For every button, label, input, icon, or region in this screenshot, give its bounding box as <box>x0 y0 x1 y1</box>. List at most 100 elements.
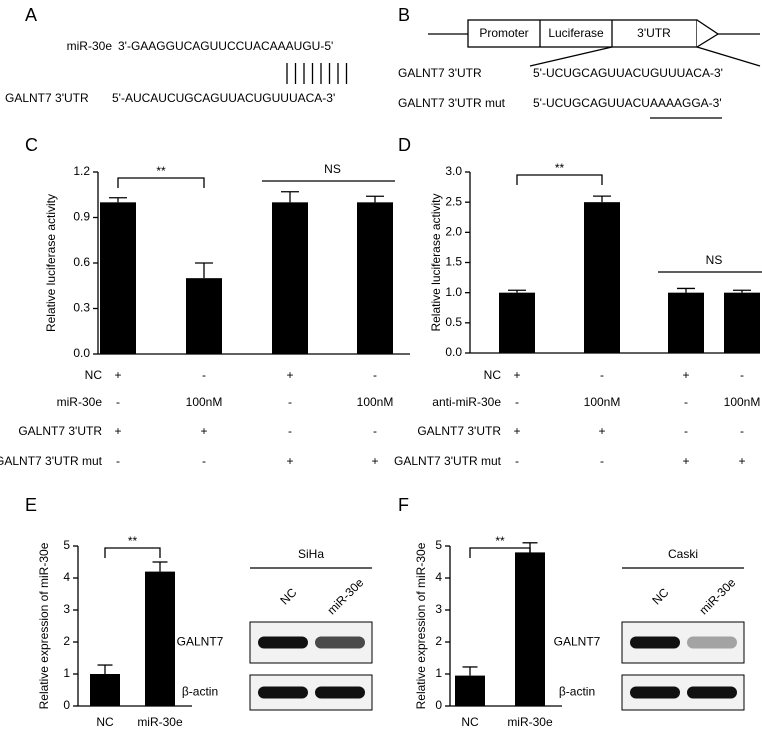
condition-value: - <box>288 424 292 438</box>
y-tick-label: 2.0 <box>445 225 462 239</box>
condition-name: GALNT7 3'UTR mut <box>394 454 502 468</box>
condition-value: 100nM <box>584 395 621 409</box>
y-tick-label: 0.9 <box>73 210 90 224</box>
condition-value: - <box>116 454 120 468</box>
y-tick-label: 0.0 <box>445 345 462 359</box>
blot-band <box>687 686 737 699</box>
condition-value: - <box>373 424 377 438</box>
blot-band <box>630 636 680 649</box>
condition-name: NC <box>85 368 103 382</box>
y-tick-label: 2 <box>435 634 442 648</box>
y-tick-label: 3 <box>63 602 70 616</box>
error-bar <box>733 289 751 293</box>
y-tick-label: 0.6 <box>73 255 90 269</box>
panel-label: C <box>25 135 38 155</box>
condition-value: - <box>373 368 377 382</box>
bar <box>186 278 222 354</box>
bar <box>455 675 485 706</box>
y-tick-label: 2.5 <box>445 194 462 208</box>
significance-label: NS <box>706 253 723 267</box>
bar <box>515 552 545 706</box>
condition-value: + <box>738 454 745 468</box>
bar <box>145 571 175 706</box>
condition-value: - <box>515 395 519 409</box>
condition-value: + <box>513 368 520 382</box>
error-bar <box>109 197 127 203</box>
condition-value: - <box>600 368 604 382</box>
y-tick-label: 1 <box>435 666 442 680</box>
panel-label: B <box>398 5 410 25</box>
condition-value: + <box>598 424 605 438</box>
cell-line: SiHa <box>298 547 324 561</box>
row-name: miR-30e <box>67 39 113 53</box>
bar <box>272 202 308 354</box>
y-tick-label: 3 <box>435 602 442 616</box>
protein-label: β-actin <box>559 685 595 699</box>
condition-value: 100nM <box>186 395 223 409</box>
y-tick-label: 0.5 <box>445 315 462 329</box>
bar <box>90 674 120 706</box>
row-name: GALNT7 3'UTR <box>5 91 89 105</box>
blot-band <box>315 686 365 699</box>
y-tick-label: 1.0 <box>445 285 462 299</box>
y-tick-label: 1 <box>63 666 70 680</box>
error-bar <box>508 289 526 293</box>
condition-value: - <box>116 395 120 409</box>
significance-label: ** <box>495 534 505 548</box>
panel-label: A <box>25 5 37 25</box>
lane-label: miR-30e <box>696 575 738 617</box>
y-tick-label: 2 <box>63 634 70 648</box>
x-tick-label: miR-30e <box>137 715 183 729</box>
sequence: 5'-UCUGCAGUUACUAAAAGGA-3' <box>533 96 722 110</box>
sequence: 5'-AUCAUCUGCAGUUACUGUUUACA-3' <box>112 91 335 105</box>
condition-value: - <box>684 424 688 438</box>
error-bar <box>677 287 695 293</box>
construct-label: Luciferase <box>548 26 604 40</box>
condition-value: 100nM <box>724 395 761 409</box>
x-tick-label: miR-30e <box>507 715 553 729</box>
sequence: 3'-GAAGGUCAGUUCCUACAAAUGU-5' <box>118 39 333 53</box>
condition-name: GALNT7 3'UTR <box>417 424 501 438</box>
row-name: GALNT7 3'UTR mut <box>398 96 506 110</box>
condition-value: + <box>371 454 378 468</box>
condition-value: + <box>114 368 121 382</box>
condition-value: - <box>288 395 292 409</box>
blot-band <box>687 636 737 649</box>
bar <box>357 202 393 354</box>
y-axis-label: Relative luciferase activity <box>44 194 58 332</box>
y-tick-label: 0.3 <box>73 301 90 315</box>
x-tick-label: NC <box>461 715 479 729</box>
significance-label: ** <box>128 534 138 548</box>
condition-name: GALNT7 3'UTR <box>18 424 102 438</box>
y-tick-label: 3.0 <box>445 164 462 178</box>
bar <box>668 292 704 353</box>
condition-name: anti-miR-30e <box>432 395 501 409</box>
protein-label: GALNT7 <box>177 635 224 649</box>
significance-bracket <box>516 174 603 185</box>
protein-label: β-actin <box>182 685 218 699</box>
significance-bracket <box>104 547 161 558</box>
panel-label: E <box>25 495 37 515</box>
condition-value: + <box>682 454 689 468</box>
sequence: 5'-UCUGCAGUUACUGUUUACA-3' <box>533 66 723 80</box>
error-bar <box>281 191 299 203</box>
condition-name: NC <box>484 368 502 382</box>
significance-label: NS <box>324 162 341 176</box>
condition-value: - <box>740 368 744 382</box>
significance-bracket <box>469 547 531 558</box>
error-bar <box>152 561 168 572</box>
y-tick-label: 0.0 <box>73 346 90 360</box>
construct <box>428 19 761 67</box>
panel-label: D <box>398 135 411 155</box>
y-tick-label: 1.2 <box>73 164 90 178</box>
error-bar <box>366 195 384 203</box>
bar <box>724 292 760 353</box>
condition-value: - <box>515 454 519 468</box>
panel-label: F <box>398 495 409 515</box>
bar <box>100 202 136 354</box>
y-axis-label: Relative expression of miR-30e <box>37 542 51 709</box>
error-bar <box>462 666 478 676</box>
lane-label: NC <box>277 585 299 607</box>
lane-label: miR-30e <box>324 575 366 617</box>
